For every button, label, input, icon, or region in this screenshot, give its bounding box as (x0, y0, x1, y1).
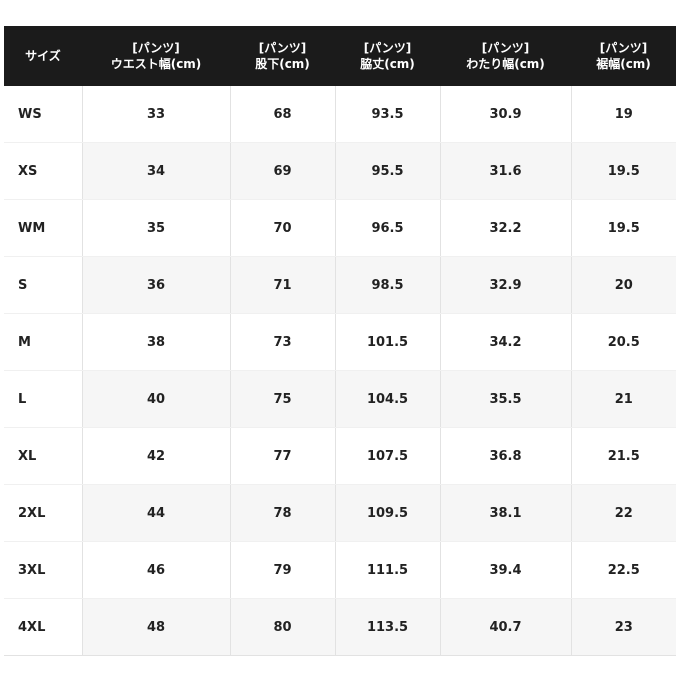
header-text: 脇丈(cm) (360, 57, 415, 71)
table-row: XL 42 77 107.5 36.8 21.5 (4, 427, 676, 485)
value-cell: 20.5 (571, 313, 676, 371)
value-cell: 19.5 (571, 199, 676, 257)
value-cell: 101.5 (335, 313, 441, 371)
header-text: ウエスト幅(cm) (110, 57, 202, 71)
value-cell: 19.5 (571, 142, 676, 200)
value-cell: 98.5 (335, 256, 441, 314)
value-cell: 107.5 (335, 427, 441, 485)
value-cell: 71 (230, 256, 336, 314)
table-row: WM 35 70 96.5 32.2 19.5 (4, 199, 676, 257)
table-row: 2XL 44 78 109.5 38.1 22 (4, 484, 676, 542)
table-row: 3XL 46 79 111.5 39.4 22.5 (4, 541, 676, 599)
table-row: XS 34 69 95.5 31.6 19.5 (4, 142, 676, 200)
value-cell: 42 (82, 427, 231, 485)
value-cell: 48 (82, 598, 231, 656)
header-cell: [パンツ] 裾幅(cm) (571, 26, 676, 86)
value-cell: 68 (230, 86, 336, 143)
header-cell: [パンツ] わたり幅(cm) (440, 26, 571, 86)
value-cell: 46 (82, 541, 231, 599)
value-cell: 44 (82, 484, 231, 542)
value-cell: 78 (230, 484, 336, 542)
value-cell: 80 (230, 598, 336, 656)
header-text: [パンツ] (599, 41, 648, 55)
size-cell: XL (4, 427, 83, 485)
value-cell: 23 (571, 598, 676, 656)
value-cell: 104.5 (335, 370, 441, 428)
size-cell: XS (4, 142, 83, 200)
value-cell: 33 (82, 86, 231, 143)
value-cell: 77 (230, 427, 336, 485)
size-cell: 4XL (4, 598, 83, 656)
header-text: [パンツ] (481, 41, 530, 55)
header-cell: [パンツ] ウエスト幅(cm) (82, 26, 230, 86)
size-cell: S (4, 256, 83, 314)
size-table: サイズ [パンツ] ウエスト幅(cm) [パンツ] 股下(cm) [パンツ] 脇丈(cm)[… (4, 26, 676, 656)
header-text: [パンツ] (363, 41, 412, 55)
header-row: サイズ [パンツ] ウエスト幅(cm) [パンツ] 股下(cm) [パンツ] 脇丈(cm)[… (4, 26, 676, 86)
value-cell: 34.2 (440, 313, 572, 371)
value-cell: 113.5 (335, 598, 441, 656)
header-text: 裾幅(cm) (596, 57, 651, 71)
value-cell: 19 (571, 86, 676, 143)
header-text: サイズ (25, 49, 61, 63)
value-cell: 32.2 (440, 199, 572, 257)
size-cell: 2XL (4, 484, 83, 542)
value-cell: 20 (571, 256, 676, 314)
size-cell: L (4, 370, 83, 428)
header-text: わたり幅(cm) (466, 57, 545, 71)
value-cell: 34 (82, 142, 231, 200)
table-row: WS 33 68 93.5 30.9 19 (4, 86, 676, 143)
table-body: WS 33 68 93.5 30.9 19 XS 34 69 95.5 31.6 19.5 WM 35 70… (4, 86, 676, 656)
header-text: 股下(cm) (255, 57, 310, 71)
value-cell: 21 (571, 370, 676, 428)
value-cell: 36 (82, 256, 231, 314)
value-cell: 35.5 (440, 370, 572, 428)
value-cell: 95.5 (335, 142, 441, 200)
size-cell: 3XL (4, 541, 83, 599)
value-cell: 40 (82, 370, 231, 428)
size-cell: WS (4, 86, 83, 143)
header-cell: サイズ (4, 26, 82, 86)
header-text: [パンツ] (258, 41, 307, 55)
value-cell: 30.9 (440, 86, 572, 143)
value-cell: 70 (230, 199, 336, 257)
value-cell: 40.7 (440, 598, 572, 656)
table-row: M 38 73 101.5 34.2 20.5 (4, 313, 676, 371)
value-cell: 31.6 (440, 142, 572, 200)
value-cell: 96.5 (335, 199, 441, 257)
value-cell: 75 (230, 370, 336, 428)
value-cell: 93.5 (335, 86, 441, 143)
size-cell: M (4, 313, 83, 371)
header-cell: [パンツ] 脇丈(cm) (335, 26, 440, 86)
value-cell: 35 (82, 199, 231, 257)
value-cell: 109.5 (335, 484, 441, 542)
header-text: [パンツ] (132, 41, 180, 55)
header-cell: [パンツ] 股下(cm) (230, 26, 335, 86)
value-cell: 111.5 (335, 541, 441, 599)
value-cell: 79 (230, 541, 336, 599)
size-cell: WM (4, 199, 83, 257)
value-cell: 21.5 (571, 427, 676, 485)
table-header: サイズ [パンツ] ウエスト幅(cm) [パンツ] 股下(cm) [パンツ] 脇丈(cm)[… (4, 26, 676, 86)
table-row: L 40 75 104.5 35.5 21 (4, 370, 676, 428)
value-cell: 22 (571, 484, 676, 542)
value-cell: 36.8 (440, 427, 572, 485)
value-cell: 38 (82, 313, 231, 371)
value-cell: 22.5 (571, 541, 676, 599)
value-cell: 69 (230, 142, 336, 200)
value-cell: 73 (230, 313, 336, 371)
table-row: 4XL 48 80 113.5 40.7 23 (4, 598, 676, 656)
table-row: S 36 71 98.5 32.9 20 (4, 256, 676, 314)
value-cell: 38.1 (440, 484, 572, 542)
value-cell: 39.4 (440, 541, 572, 599)
value-cell: 32.9 (440, 256, 572, 314)
